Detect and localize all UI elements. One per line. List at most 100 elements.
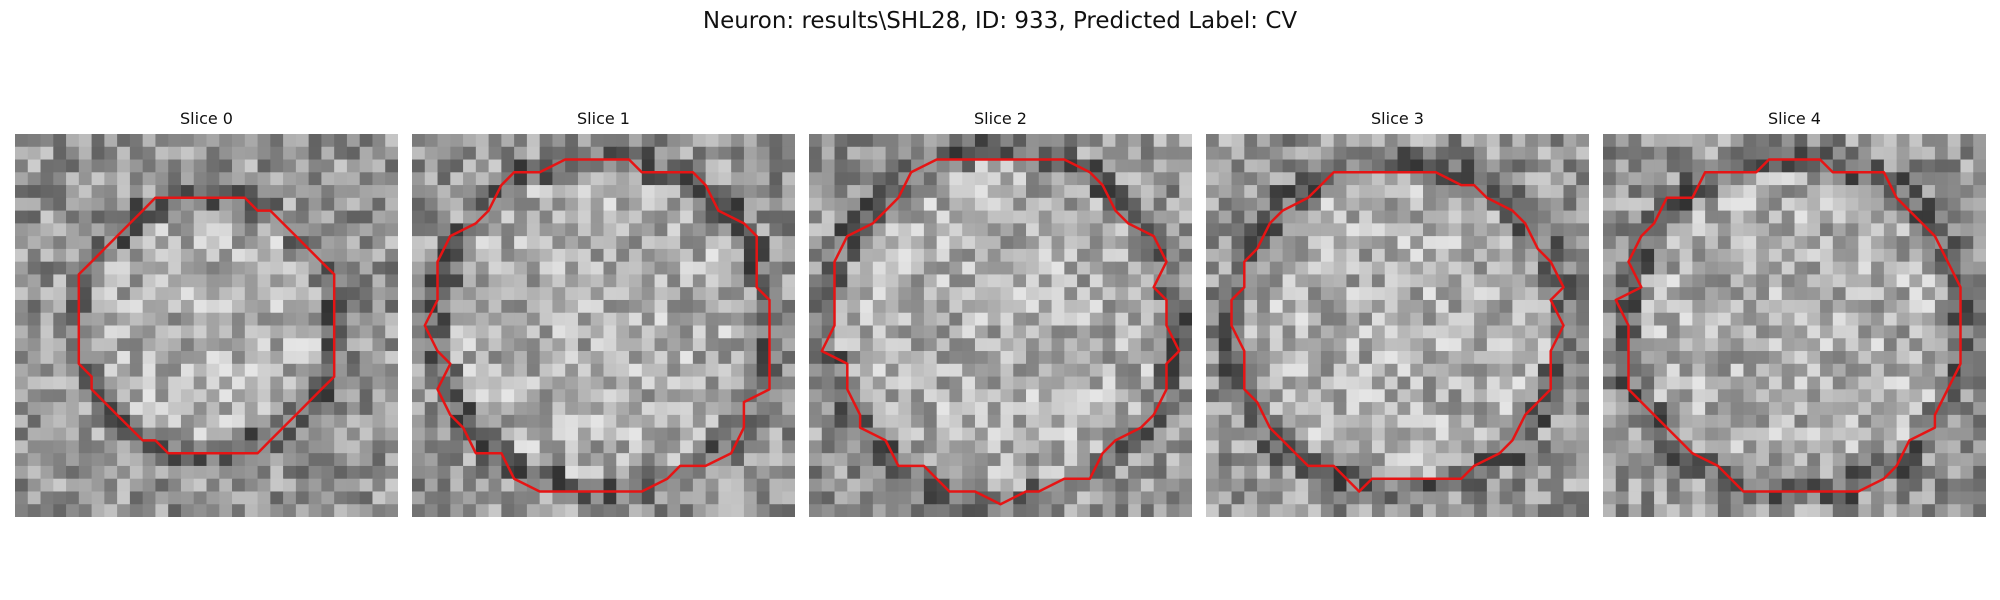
- image-pixel: [1833, 402, 1846, 415]
- image-pixel: [744, 198, 757, 211]
- slice-panel-2: Slice 2: [809, 108, 1192, 130]
- image-pixel: [425, 262, 438, 275]
- image-pixel: [117, 351, 130, 364]
- image-pixel: [1346, 262, 1359, 275]
- image-pixel: [1616, 274, 1629, 287]
- image-pixel: [168, 504, 181, 517]
- image-pixel: [911, 236, 924, 249]
- image-pixel: [860, 415, 873, 428]
- image-pixel: [104, 172, 117, 185]
- image-pixel: [1166, 479, 1179, 492]
- image-pixel: [898, 236, 911, 249]
- image-pixel: [130, 440, 143, 453]
- image-pixel: [629, 172, 642, 185]
- image-pixel: [1257, 364, 1270, 377]
- image-pixel: [1398, 402, 1411, 415]
- image-pixel: [1718, 198, 1731, 211]
- image-pixel: [1616, 428, 1629, 441]
- image-pixel: [604, 389, 617, 402]
- image-pixel: [1512, 147, 1525, 160]
- image-pixel: [924, 198, 937, 211]
- image-pixel: [1372, 389, 1385, 402]
- image-pixel: [194, 300, 207, 313]
- image-pixel: [309, 326, 322, 339]
- image-pixel: [130, 300, 143, 313]
- image-pixel: [1960, 440, 1973, 453]
- image-pixel: [1077, 249, 1090, 262]
- image-pixel: [1858, 211, 1871, 224]
- image-pixel: [835, 453, 848, 466]
- image-pixel: [104, 440, 117, 453]
- image-pixel: [501, 185, 514, 198]
- image-pixel: [1295, 172, 1308, 185]
- image-pixel: [1833, 313, 1846, 326]
- image-pixel: [296, 185, 309, 198]
- image-pixel: [1461, 428, 1474, 441]
- image-pixel: [1705, 160, 1718, 173]
- image-pixel: [565, 415, 578, 428]
- image-pixel: [372, 479, 385, 492]
- image-pixel: [769, 287, 782, 300]
- image-pixel: [450, 377, 463, 390]
- image-pixel: [1756, 147, 1769, 160]
- image-pixel: [1449, 274, 1462, 287]
- image-pixel: [1576, 415, 1589, 428]
- image-pixel: [718, 389, 731, 402]
- image-pixel: [642, 198, 655, 211]
- image-pixel: [1743, 377, 1756, 390]
- pixel-grid: [1206, 134, 1589, 517]
- image-pixel: [949, 364, 962, 377]
- image-pixel: [1128, 338, 1141, 351]
- image-pixel: [1295, 440, 1308, 453]
- image-pixel: [412, 466, 425, 479]
- image-pixel: [591, 262, 604, 275]
- image-pixel: [1833, 172, 1846, 185]
- image-pixel: [1064, 466, 1077, 479]
- image-pixel: [1321, 491, 1334, 504]
- image-pixel: [1833, 440, 1846, 453]
- image-pixel: [385, 466, 398, 479]
- image-pixel: [360, 211, 373, 224]
- image-pixel: [1077, 453, 1090, 466]
- image-pixel: [924, 377, 937, 390]
- image-pixel: [1551, 415, 1564, 428]
- image-pixel: [1359, 440, 1372, 453]
- image-pixel: [1334, 236, 1347, 249]
- image-pixel: [1461, 287, 1474, 300]
- image-pixel: [66, 389, 79, 402]
- image-pixel: [66, 479, 79, 492]
- image-pixel: [296, 440, 309, 453]
- image-pixel: [988, 287, 1001, 300]
- image-pixel: [706, 300, 719, 313]
- image-pixel: [1474, 147, 1487, 160]
- image-pixel: [962, 236, 975, 249]
- image-pixel: [1257, 479, 1270, 492]
- image-pixel: [194, 351, 207, 364]
- image-pixel: [1795, 274, 1808, 287]
- image-pixel: [937, 504, 950, 517]
- image-pixel: [1551, 211, 1564, 224]
- image-pixel: [1692, 287, 1705, 300]
- image-pixel: [911, 172, 924, 185]
- image-pixel: [1667, 453, 1680, 466]
- image-pixel: [1897, 466, 1910, 479]
- image-pixel: [1603, 262, 1616, 275]
- image-pixel: [1500, 147, 1513, 160]
- image-pixel: [53, 236, 66, 249]
- image-pixel: [1551, 377, 1564, 390]
- image-pixel: [1115, 287, 1128, 300]
- image-pixel: [501, 274, 514, 287]
- image-pixel: [1629, 211, 1642, 224]
- image-pixel: [1603, 223, 1616, 236]
- image-pixel: [1782, 160, 1795, 173]
- image-pixel: [1820, 491, 1833, 504]
- image-pixel: [591, 236, 604, 249]
- image-pixel: [1654, 466, 1667, 479]
- image-pixel: [1013, 326, 1026, 339]
- image-pixel: [757, 351, 770, 364]
- image-pixel: [1115, 313, 1128, 326]
- image-pixel: [1743, 402, 1756, 415]
- image-pixel: [1219, 313, 1232, 326]
- image-pixel: [1244, 377, 1257, 390]
- image-pixel: [1500, 491, 1513, 504]
